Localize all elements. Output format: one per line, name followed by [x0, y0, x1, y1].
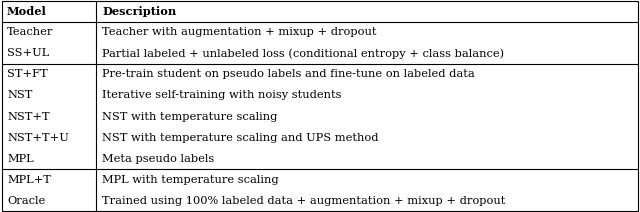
- Text: NST with temperature scaling: NST with temperature scaling: [102, 112, 278, 121]
- Text: Iterative self-training with noisy students: Iterative self-training with noisy stude…: [102, 91, 342, 100]
- Text: NST: NST: [7, 91, 33, 100]
- Text: ST+FT: ST+FT: [7, 69, 47, 79]
- Text: Teacher: Teacher: [7, 27, 53, 37]
- Text: Teacher with augmentation + mixup + dropout: Teacher with augmentation + mixup + drop…: [102, 27, 377, 37]
- Text: Description: Description: [102, 6, 177, 17]
- Text: Pre-train student on pseudo labels and fine-tune on labeled data: Pre-train student on pseudo labels and f…: [102, 69, 476, 79]
- Text: Trained using 100% labeled data + augmentation + mixup + dropout: Trained using 100% labeled data + augmen…: [102, 196, 506, 206]
- Text: Model: Model: [7, 6, 47, 17]
- Text: SS+UL: SS+UL: [7, 48, 49, 58]
- Text: MPL+T: MPL+T: [7, 175, 51, 185]
- Text: NST+T: NST+T: [7, 112, 50, 121]
- Text: NST+T+U: NST+T+U: [7, 133, 69, 143]
- Text: Meta pseudo labels: Meta pseudo labels: [102, 154, 215, 164]
- Text: NST with temperature scaling and UPS method: NST with temperature scaling and UPS met…: [102, 133, 379, 143]
- Text: MPL with temperature scaling: MPL with temperature scaling: [102, 175, 279, 185]
- Text: Oracle: Oracle: [7, 196, 45, 206]
- Text: MPL: MPL: [7, 154, 34, 164]
- Text: Partial labeled + unlabeled loss (conditional entropy + class balance): Partial labeled + unlabeled loss (condit…: [102, 48, 504, 59]
